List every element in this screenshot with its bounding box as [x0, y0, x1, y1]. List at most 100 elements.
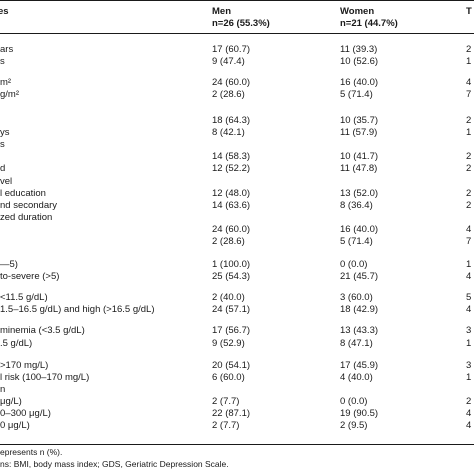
women-value: 16 (40.0) [340, 224, 379, 235]
men-value: 20 (54.1) [212, 360, 251, 371]
total-value: 4 [466, 224, 472, 235]
total-value: 2 [466, 115, 472, 126]
women-value: 13 (43.3) [340, 325, 379, 336]
row-label: m² [0, 77, 12, 88]
footnote-values: epresents n (%). [0, 447, 63, 457]
total-value: 4 [466, 77, 472, 88]
men-value: 2 (7.7) [212, 396, 240, 407]
total-value: 1 [466, 56, 472, 67]
row-label: vel [0, 176, 13, 187]
total-value: 7 [466, 236, 472, 247]
men-value: 2 (28.6) [212, 236, 245, 247]
row-label: g/m² [0, 89, 19, 100]
total-value: 4 [466, 304, 472, 315]
men-value: 12 (48.0) [212, 188, 251, 199]
row-label: μg/L) [0, 396, 22, 407]
women-value: 16 (40.0) [340, 77, 379, 88]
total-value: 2 [466, 44, 472, 55]
row-label: .5 g/dL) [0, 338, 33, 349]
row-label: l risk (100–170 mg/L) [0, 372, 90, 383]
women-value: 11 (39.3) [340, 44, 378, 55]
total-value: 1 [466, 372, 472, 383]
top-rule [0, 0, 474, 1]
row-label: >170 mg/L) [0, 360, 49, 371]
men-value: 2 (40.0) [212, 292, 245, 303]
row-label: zed duration [0, 212, 53, 223]
row-label: nd secondary [0, 200, 58, 211]
men-value: 17 (56.7) [212, 325, 251, 336]
total-value: 3 [466, 325, 472, 336]
bottom-rule [0, 444, 474, 445]
row-label: to-severe (>5) [0, 271, 60, 282]
men-value: 2 (7.7) [212, 420, 240, 431]
row-label: d [0, 163, 6, 174]
men-value: 9 (47.4) [212, 56, 245, 67]
men-value: 8 (42.1) [212, 127, 245, 138]
women-value: 4 (40.0) [340, 372, 373, 383]
label-column-header: es [0, 6, 9, 17]
row-label: 0–300 μg/L) [0, 408, 51, 419]
total-value: 5 [466, 292, 472, 303]
total-value: 4 [466, 408, 472, 419]
women-value: 2 (9.5) [340, 420, 368, 431]
footnote-abbreviations: ns: BMI, body mass index; GDS, Geriatric… [0, 459, 229, 469]
total-value: 1 [466, 338, 472, 349]
total-value: 7 [466, 89, 472, 100]
women-value: 0 (0.0) [340, 259, 368, 270]
total-value: 1 [466, 127, 472, 138]
men-value: 22 (87.1) [212, 408, 251, 419]
total-value: 2 [466, 200, 472, 211]
women-value: 3 (60.0) [340, 292, 373, 303]
row-label: —5) [0, 259, 18, 270]
women-count: n=21 (44.7%) [340, 18, 398, 29]
women-value: 5 (71.4) [340, 89, 373, 100]
women-value: 18 (42.9) [340, 304, 379, 315]
row-label: ys [0, 127, 10, 138]
women-value: 10 (35.7) [340, 115, 379, 126]
men-value: 2 (28.6) [212, 89, 245, 100]
men-value: 6 (60.0) [212, 372, 245, 383]
women-value: 11 (57.9) [340, 127, 378, 138]
men-value: 24 (60.0) [212, 77, 251, 88]
men-column-header: Men [212, 6, 231, 17]
women-value: 21 (45.7) [340, 271, 379, 282]
women-value: 5 (71.4) [340, 236, 373, 247]
men-value: 17 (60.7) [212, 44, 251, 55]
total-value: 2 [466, 396, 472, 407]
total-value: 2 [466, 151, 472, 162]
row-label: ars [0, 44, 14, 55]
women-value: 10 (41.7) [340, 151, 379, 162]
women-value: 8 (36.4) [340, 200, 373, 211]
women-value: 11 (47.8) [340, 163, 378, 174]
men-value: 12 (52.2) [212, 163, 251, 174]
women-value: 17 (45.9) [340, 360, 379, 371]
row-label: 0 μg/L) [0, 420, 30, 431]
women-column-header: Women [340, 6, 375, 17]
women-value: 19 (90.5) [340, 408, 379, 419]
women-value: 0 (0.0) [340, 396, 368, 407]
row-label: l education [0, 188, 46, 199]
total-value: 4 [466, 271, 472, 282]
row-label: 1.5–16.5 g/dL) and high (>16.5 g/dL) [0, 304, 155, 315]
men-value: 24 (57.1) [212, 304, 251, 315]
men-count: n=26 (55.3%) [212, 18, 270, 29]
row-label: n [0, 384, 6, 395]
men-value: 14 (63.6) [212, 200, 251, 211]
row-label: minemia (<3.5 g/dL) [0, 325, 85, 336]
total-value: 3 [466, 360, 472, 371]
header-rule [0, 33, 474, 34]
total-value: 2 [466, 188, 472, 199]
total-value: 2 [466, 163, 472, 174]
women-value: 13 (52.0) [340, 188, 379, 199]
total-value: 1 [466, 259, 472, 270]
men-value: 14 (58.3) [212, 151, 251, 162]
total-column-header: T [466, 6, 472, 17]
row-label: s [0, 56, 5, 67]
men-value: 9 (52.9) [212, 338, 245, 349]
row-label: s [0, 139, 5, 150]
men-value: 1 (100.0) [212, 259, 251, 270]
total-value: 4 [466, 420, 472, 431]
women-value: 10 (52.6) [340, 56, 379, 67]
row-label: <11.5 g/dL) [0, 292, 48, 303]
